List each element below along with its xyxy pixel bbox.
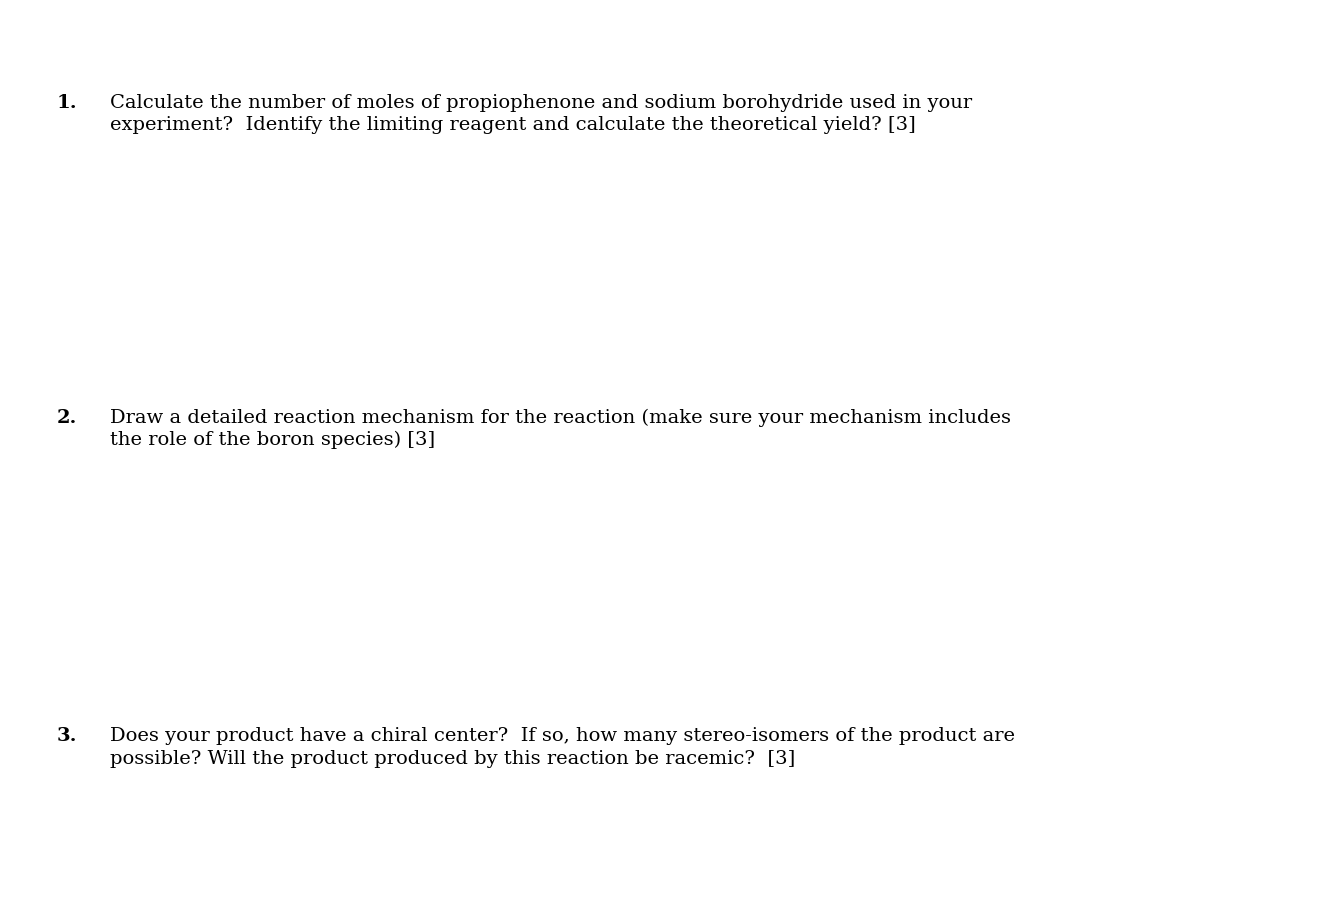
Text: 1.: 1. <box>56 94 77 112</box>
Text: Calculate the number of moles of propiophenone and sodium borohydride used in yo: Calculate the number of moles of propiop… <box>110 94 972 135</box>
Text: Does your product have a chiral center?  If so, how many stereo-isomers of the p: Does your product have a chiral center? … <box>110 727 1015 768</box>
Text: 3.: 3. <box>56 727 77 745</box>
Text: 2.: 2. <box>56 409 77 427</box>
Text: Draw a detailed reaction mechanism for the reaction (make sure your mechanism in: Draw a detailed reaction mechanism for t… <box>110 409 1011 449</box>
